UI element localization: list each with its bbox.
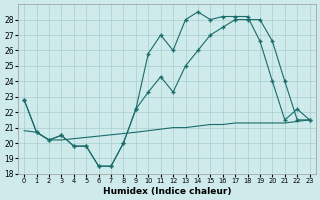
X-axis label: Humidex (Indice chaleur): Humidex (Indice chaleur) bbox=[103, 187, 231, 196]
